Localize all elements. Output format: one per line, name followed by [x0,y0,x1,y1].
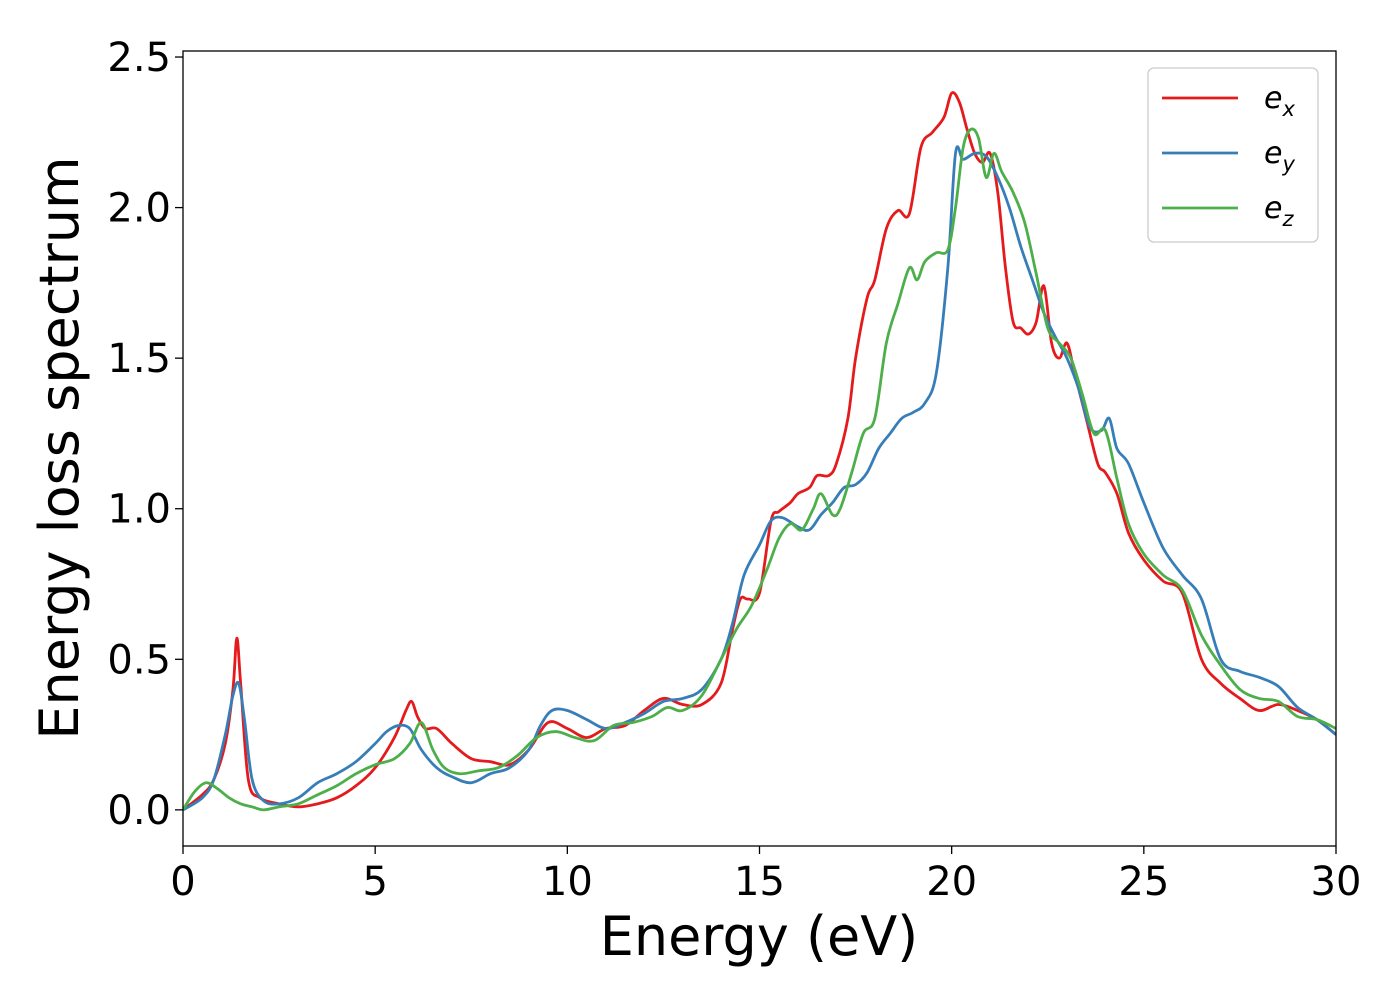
x-tick-label: 10 [542,859,593,905]
y-tick-label: 0.5 [107,637,171,683]
x-tick-label: 5 [362,859,387,905]
y-tick-label: 1.0 [107,487,171,533]
series-line-ey [183,145,1336,812]
y-tick-label: 0.0 [107,788,171,834]
y-tick-label: 1.5 [107,336,171,382]
y-axis-label: Energy loss spectrum [28,156,91,739]
y-tick-label: 2.5 [107,35,171,81]
x-axis-label: Energy (eV) [600,905,919,968]
x-tick-label: 30 [1311,859,1362,905]
legend-label-ey: ey [1264,136,1295,176]
x-tick-label: 15 [734,859,785,905]
y-tick-label: 2.0 [107,186,171,232]
y-axis: 0.0 0.5 1.0 1.5 2.0 2.5 [107,35,183,834]
series-layer [183,91,1336,812]
legend-label-ez: ez [1264,191,1294,231]
x-tick-label: 25 [1118,859,1169,905]
legend-label-ex: ex [1264,81,1295,121]
legend-box [1147,67,1319,243]
x-axis: 0 5 10 15 20 25 30 [170,846,1361,905]
legend: ex ey ez [1147,67,1319,243]
series-line-ez [183,127,1336,812]
x-tick-label: 20 [926,859,977,905]
x-tick-label: 0 [170,859,195,905]
